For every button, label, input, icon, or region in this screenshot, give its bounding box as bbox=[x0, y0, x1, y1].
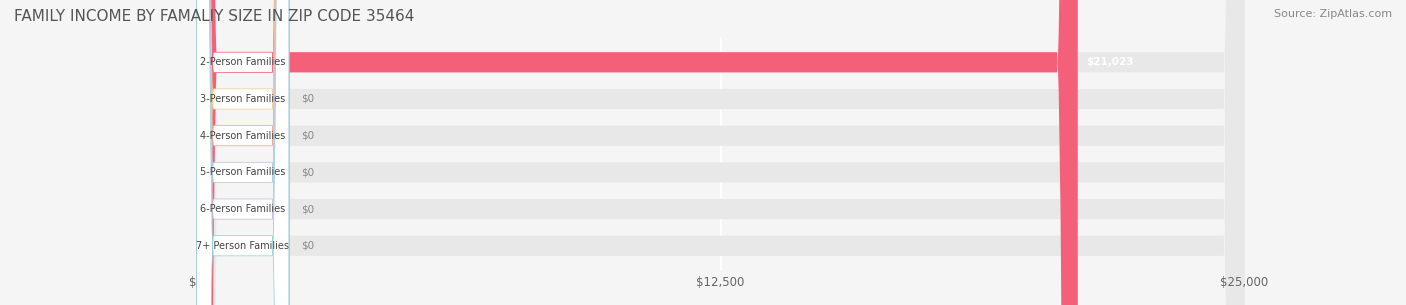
FancyBboxPatch shape bbox=[197, 0, 1244, 305]
Text: $21,023: $21,023 bbox=[1087, 57, 1133, 67]
Text: $0: $0 bbox=[301, 167, 315, 178]
FancyBboxPatch shape bbox=[197, 0, 288, 305]
Text: 2-Person Families: 2-Person Families bbox=[200, 57, 285, 67]
FancyBboxPatch shape bbox=[197, 0, 1244, 305]
Text: 3-Person Families: 3-Person Families bbox=[200, 94, 285, 104]
FancyBboxPatch shape bbox=[197, 0, 288, 305]
FancyBboxPatch shape bbox=[197, 0, 1244, 305]
Text: 6-Person Families: 6-Person Families bbox=[200, 204, 285, 214]
FancyBboxPatch shape bbox=[197, 0, 288, 305]
Text: $0: $0 bbox=[301, 131, 315, 141]
Text: FAMILY INCOME BY FAMALIY SIZE IN ZIP CODE 35464: FAMILY INCOME BY FAMALIY SIZE IN ZIP COD… bbox=[14, 9, 415, 24]
Text: $0: $0 bbox=[301, 241, 315, 251]
Text: $0: $0 bbox=[301, 204, 315, 214]
FancyBboxPatch shape bbox=[197, 0, 288, 305]
Text: 4-Person Families: 4-Person Families bbox=[200, 131, 285, 141]
FancyBboxPatch shape bbox=[197, 0, 1078, 305]
FancyBboxPatch shape bbox=[197, 0, 1244, 305]
FancyBboxPatch shape bbox=[197, 0, 288, 305]
FancyBboxPatch shape bbox=[197, 0, 288, 305]
Text: $0: $0 bbox=[301, 94, 315, 104]
Text: 5-Person Families: 5-Person Families bbox=[200, 167, 285, 178]
Text: Source: ZipAtlas.com: Source: ZipAtlas.com bbox=[1274, 9, 1392, 19]
FancyBboxPatch shape bbox=[197, 0, 1244, 305]
FancyBboxPatch shape bbox=[197, 0, 1244, 305]
Text: 7+ Person Families: 7+ Person Families bbox=[197, 241, 290, 251]
